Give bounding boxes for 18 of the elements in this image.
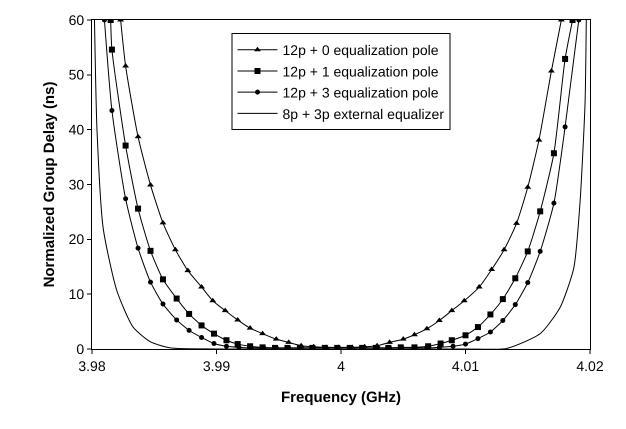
y-axis-title: Normalized Group Delay (ns) [40, 82, 58, 288]
y-tick-label: 30 [68, 176, 84, 192]
x-tick-label: 4 [337, 358, 346, 374]
y-tick-label: 20 [68, 231, 84, 248]
x-tick-label: 3.98 [78, 358, 106, 374]
legend-label: 12p + 0 equalization pole [282, 42, 439, 58]
legend-label: 8p + 3p external equalizer [282, 106, 444, 122]
x-tick-label: 4.02 [576, 358, 604, 374]
y-tick-label: 0 [76, 340, 84, 357]
x-tick-label: 3.99 [202, 358, 230, 374]
x-tick-label: 4.01 [452, 358, 480, 374]
legend-label: 12p + 1 equalization pole [282, 63, 439, 80]
legend-label: 12p + 3 equalization pole [282, 84, 439, 101]
y-tick-label: 10 [68, 286, 84, 302]
y-tick-label: 50 [68, 66, 84, 83]
y-tick-label: 60 [68, 12, 84, 28]
x-axis-title: Frequency (GHz) [280, 388, 402, 406]
y-tick-label: 40 [68, 122, 84, 138]
